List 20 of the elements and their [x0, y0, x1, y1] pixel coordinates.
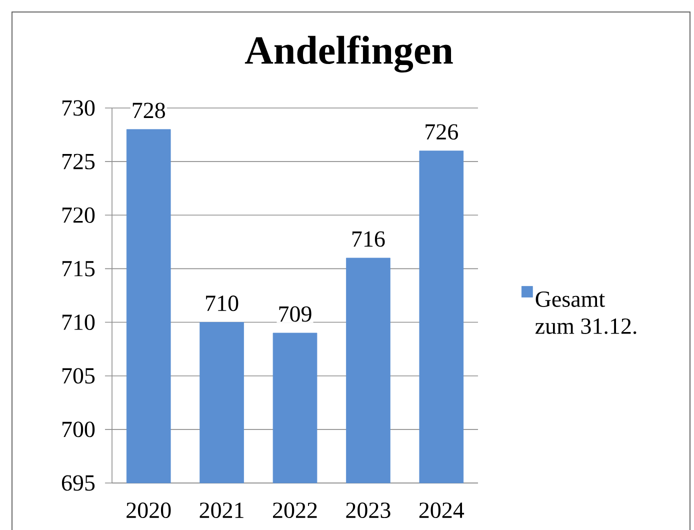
- y-tick-label: 720: [62, 207, 95, 223]
- y-tick-label: 700: [62, 422, 95, 438]
- data-label: 709: [279, 306, 312, 322]
- y-tick-label: 730: [62, 100, 95, 116]
- data-label: 726: [426, 124, 458, 140]
- x-tick-label: 2021: [200, 502, 244, 518]
- y-tick-label: 705: [62, 368, 95, 384]
- x-tick-label: 2020: [126, 502, 171, 518]
- legend-label: Gesamt zum 31.12.: [535, 291, 636, 334]
- y-tick-label: 725: [62, 154, 95, 170]
- y-tick-label: 695: [62, 475, 95, 491]
- y-tick-label: 710: [62, 314, 95, 330]
- y-tick-label: 715: [62, 261, 95, 276]
- data-label: 728: [132, 102, 165, 118]
- x-tick-label: 2024: [419, 502, 464, 518]
- data-label: 716: [352, 231, 385, 247]
- data-label: 710: [206, 296, 238, 312]
- x-tick-label: 2022: [273, 502, 317, 518]
- x-tick-label: 2023: [346, 502, 390, 518]
- chart-title: Andelfingen: [244, 36, 453, 72]
